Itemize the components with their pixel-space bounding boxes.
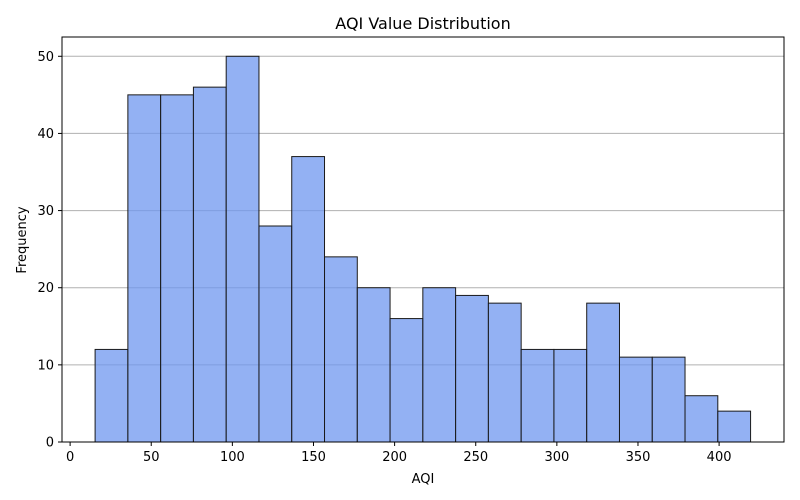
histogram-bar-6: [258, 225, 293, 443]
histogram-bar-13: [487, 302, 522, 443]
histogram-bar-20: [717, 410, 752, 443]
histogram-bar-3: [160, 94, 194, 443]
x-tick-label: 350: [626, 450, 651, 465]
x-axis-title: AQI: [412, 472, 435, 487]
histogram-bar-19: [684, 395, 719, 443]
x-tick-label: 50: [143, 450, 160, 465]
y-axis-ticks: 0 10 20 30 40 50: [37, 50, 62, 451]
y-tick-label: 50: [37, 50, 54, 65]
x-tick-label: 300: [544, 450, 569, 465]
histogram-bar-15: [553, 348, 588, 443]
y-tick-label: 30: [37, 204, 54, 219]
histogram-bar-17: [618, 356, 653, 443]
x-tick-label: 400: [707, 450, 732, 465]
y-tick-label: 20: [37, 281, 54, 296]
histogram-bar-7: [291, 156, 326, 443]
histogram-bar-8: [324, 256, 358, 443]
histogram-bar-18: [651, 356, 686, 443]
histogram-bar-11: [422, 287, 457, 443]
bars-layer: [94, 55, 752, 443]
x-axis-ticks: 0 50 100 150 200 250 300 350 400: [66, 442, 732, 465]
y-tick-label: 10: [37, 358, 54, 373]
y-tick-label: 40: [37, 127, 54, 142]
histogram-bar-16: [586, 302, 620, 443]
y-axis-title: Frequency: [15, 206, 30, 273]
x-tick-label: 250: [463, 450, 488, 465]
y-tick-label: 0: [46, 436, 54, 451]
x-tick-label: 150: [301, 450, 326, 465]
histogram-bar-14: [520, 348, 555, 443]
histogram-bar-9: [356, 287, 391, 443]
x-tick-label: 200: [382, 450, 407, 465]
histogram-bar-1: [94, 348, 129, 443]
histogram-bar-10: [389, 318, 424, 443]
chart-title: AQI Value Distribution: [335, 14, 510, 33]
histogram-bar-5: [225, 55, 260, 443]
x-tick-label: 100: [220, 450, 245, 465]
histogram-bar-4: [192, 86, 227, 443]
histogram-bar-2: [127, 94, 162, 443]
histogram-bar-12: [455, 294, 489, 443]
plot-frame: [61, 36, 785, 443]
x-tick-label: 0: [66, 450, 74, 465]
